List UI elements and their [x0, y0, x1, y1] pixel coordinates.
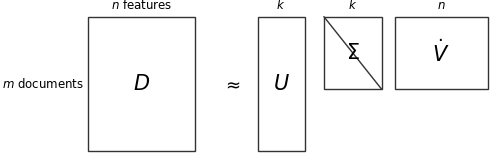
Bar [258, 17, 305, 151]
Text: $k$: $k$ [348, 0, 358, 12]
Text: $\dot{V}$: $\dot{V}$ [432, 39, 450, 66]
Text: $n$: $n$ [436, 0, 446, 12]
Text: $D$: $D$ [133, 74, 150, 94]
Bar [395, 17, 488, 89]
Text: $\Sigma$: $\Sigma$ [346, 43, 360, 63]
Text: $m$ documents: $m$ documents [2, 77, 84, 91]
Text: $k$: $k$ [276, 0, 285, 12]
Text: $\approx$: $\approx$ [222, 75, 240, 93]
Bar [324, 17, 382, 89]
Text: $U$: $U$ [272, 74, 289, 94]
Text: $n$ features: $n$ features [111, 0, 172, 12]
Bar [88, 17, 195, 151]
